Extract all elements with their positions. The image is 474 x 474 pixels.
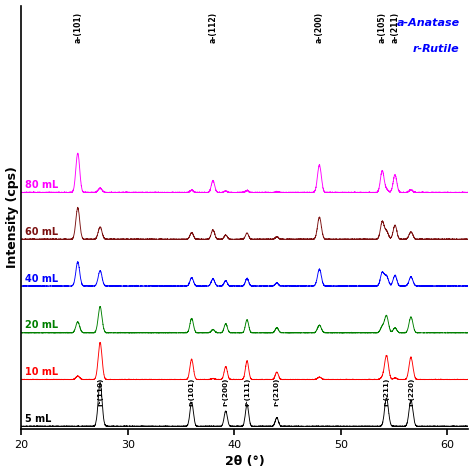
Text: 20 mL: 20 mL [25,320,58,330]
Text: r-Rutile: r-Rutile [413,44,459,54]
Text: a-Anatase: a-Anatase [396,18,459,28]
Text: r-(110): r-(110) [97,378,103,406]
Text: a-(101): a-(101) [73,12,82,43]
Text: 60 mL: 60 mL [25,227,58,237]
X-axis label: 2θ (°): 2θ (°) [225,456,265,468]
Y-axis label: Intensity (cps): Intensity (cps) [6,166,18,268]
Text: a-(211): a-(211) [391,12,400,43]
Text: r-(220): r-(220) [408,378,414,406]
Text: 80 mL: 80 mL [25,180,58,190]
Text: a-(105): a-(105) [378,12,387,43]
Text: r-(111): r-(111) [244,378,250,406]
Text: 10 mL: 10 mL [25,367,58,377]
Text: r-(101): r-(101) [189,378,195,406]
Text: r-(200): r-(200) [223,378,229,406]
Text: r-(210): r-(210) [274,378,280,406]
Text: r-(211): r-(211) [383,378,390,406]
Text: 40 mL: 40 mL [25,273,58,283]
Text: a-(200): a-(200) [315,12,324,43]
Text: a-(112): a-(112) [209,12,218,43]
Text: 5 mL: 5 mL [25,414,51,424]
